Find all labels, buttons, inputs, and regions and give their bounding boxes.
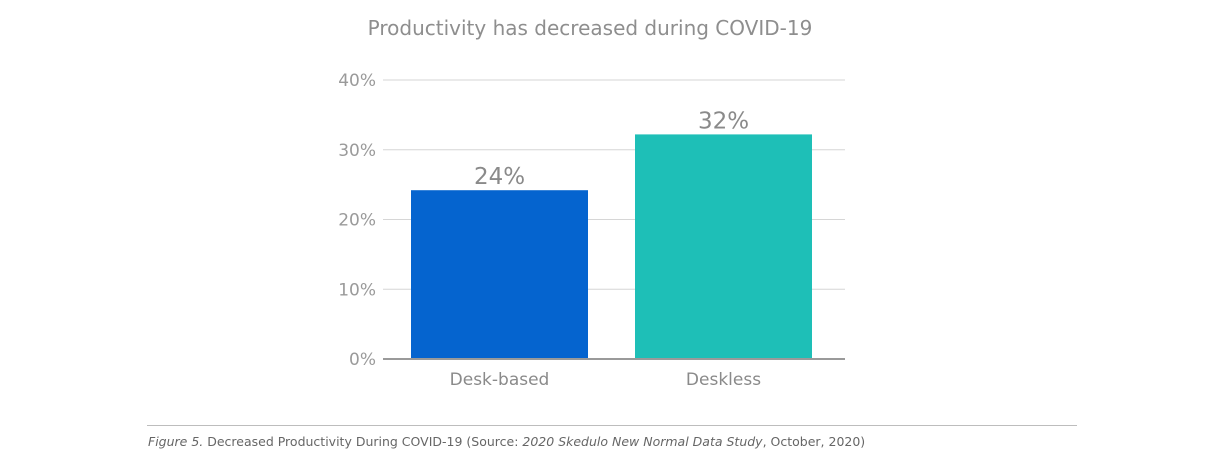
data-labels: 24% 32%: [474, 108, 749, 190]
caption-figure-label: Figure 5.: [148, 434, 204, 449]
data-label: 32%: [698, 108, 749, 134]
bar-deskless: [635, 134, 812, 359]
category-label: Deskless: [686, 370, 761, 390]
y-axis-tick-labels: 0% 10% 20% 30% 40%: [338, 71, 376, 370]
caption-source-title: 2020 Skedulo New Normal Data Study: [522, 434, 763, 449]
bar-chart: Productivity has decreased during COVID-…: [338, 16, 845, 390]
category-label: Desk-based: [450, 370, 550, 390]
bar-desk-based: [411, 190, 588, 359]
x-axis-category-labels: Desk-based Deskless: [450, 370, 762, 390]
data-label: 24%: [474, 164, 525, 190]
figure-caption: Figure 5. Decreased Productivity During …: [148, 434, 865, 449]
y-tick-label: 30%: [338, 141, 376, 161]
y-tick-label: 0%: [349, 350, 376, 370]
caption-text-after: , October, 2020): [762, 434, 866, 449]
y-tick-label: 40%: [338, 71, 376, 91]
caption-text-before: Decreased Productivity During COVID-19 (…: [203, 434, 523, 449]
bars: [411, 134, 812, 359]
chart-title: Productivity has decreased during COVID-…: [368, 16, 813, 40]
y-tick-label: 20%: [338, 211, 376, 231]
caption-divider: [147, 425, 1077, 426]
y-tick-label: 10%: [338, 280, 376, 300]
